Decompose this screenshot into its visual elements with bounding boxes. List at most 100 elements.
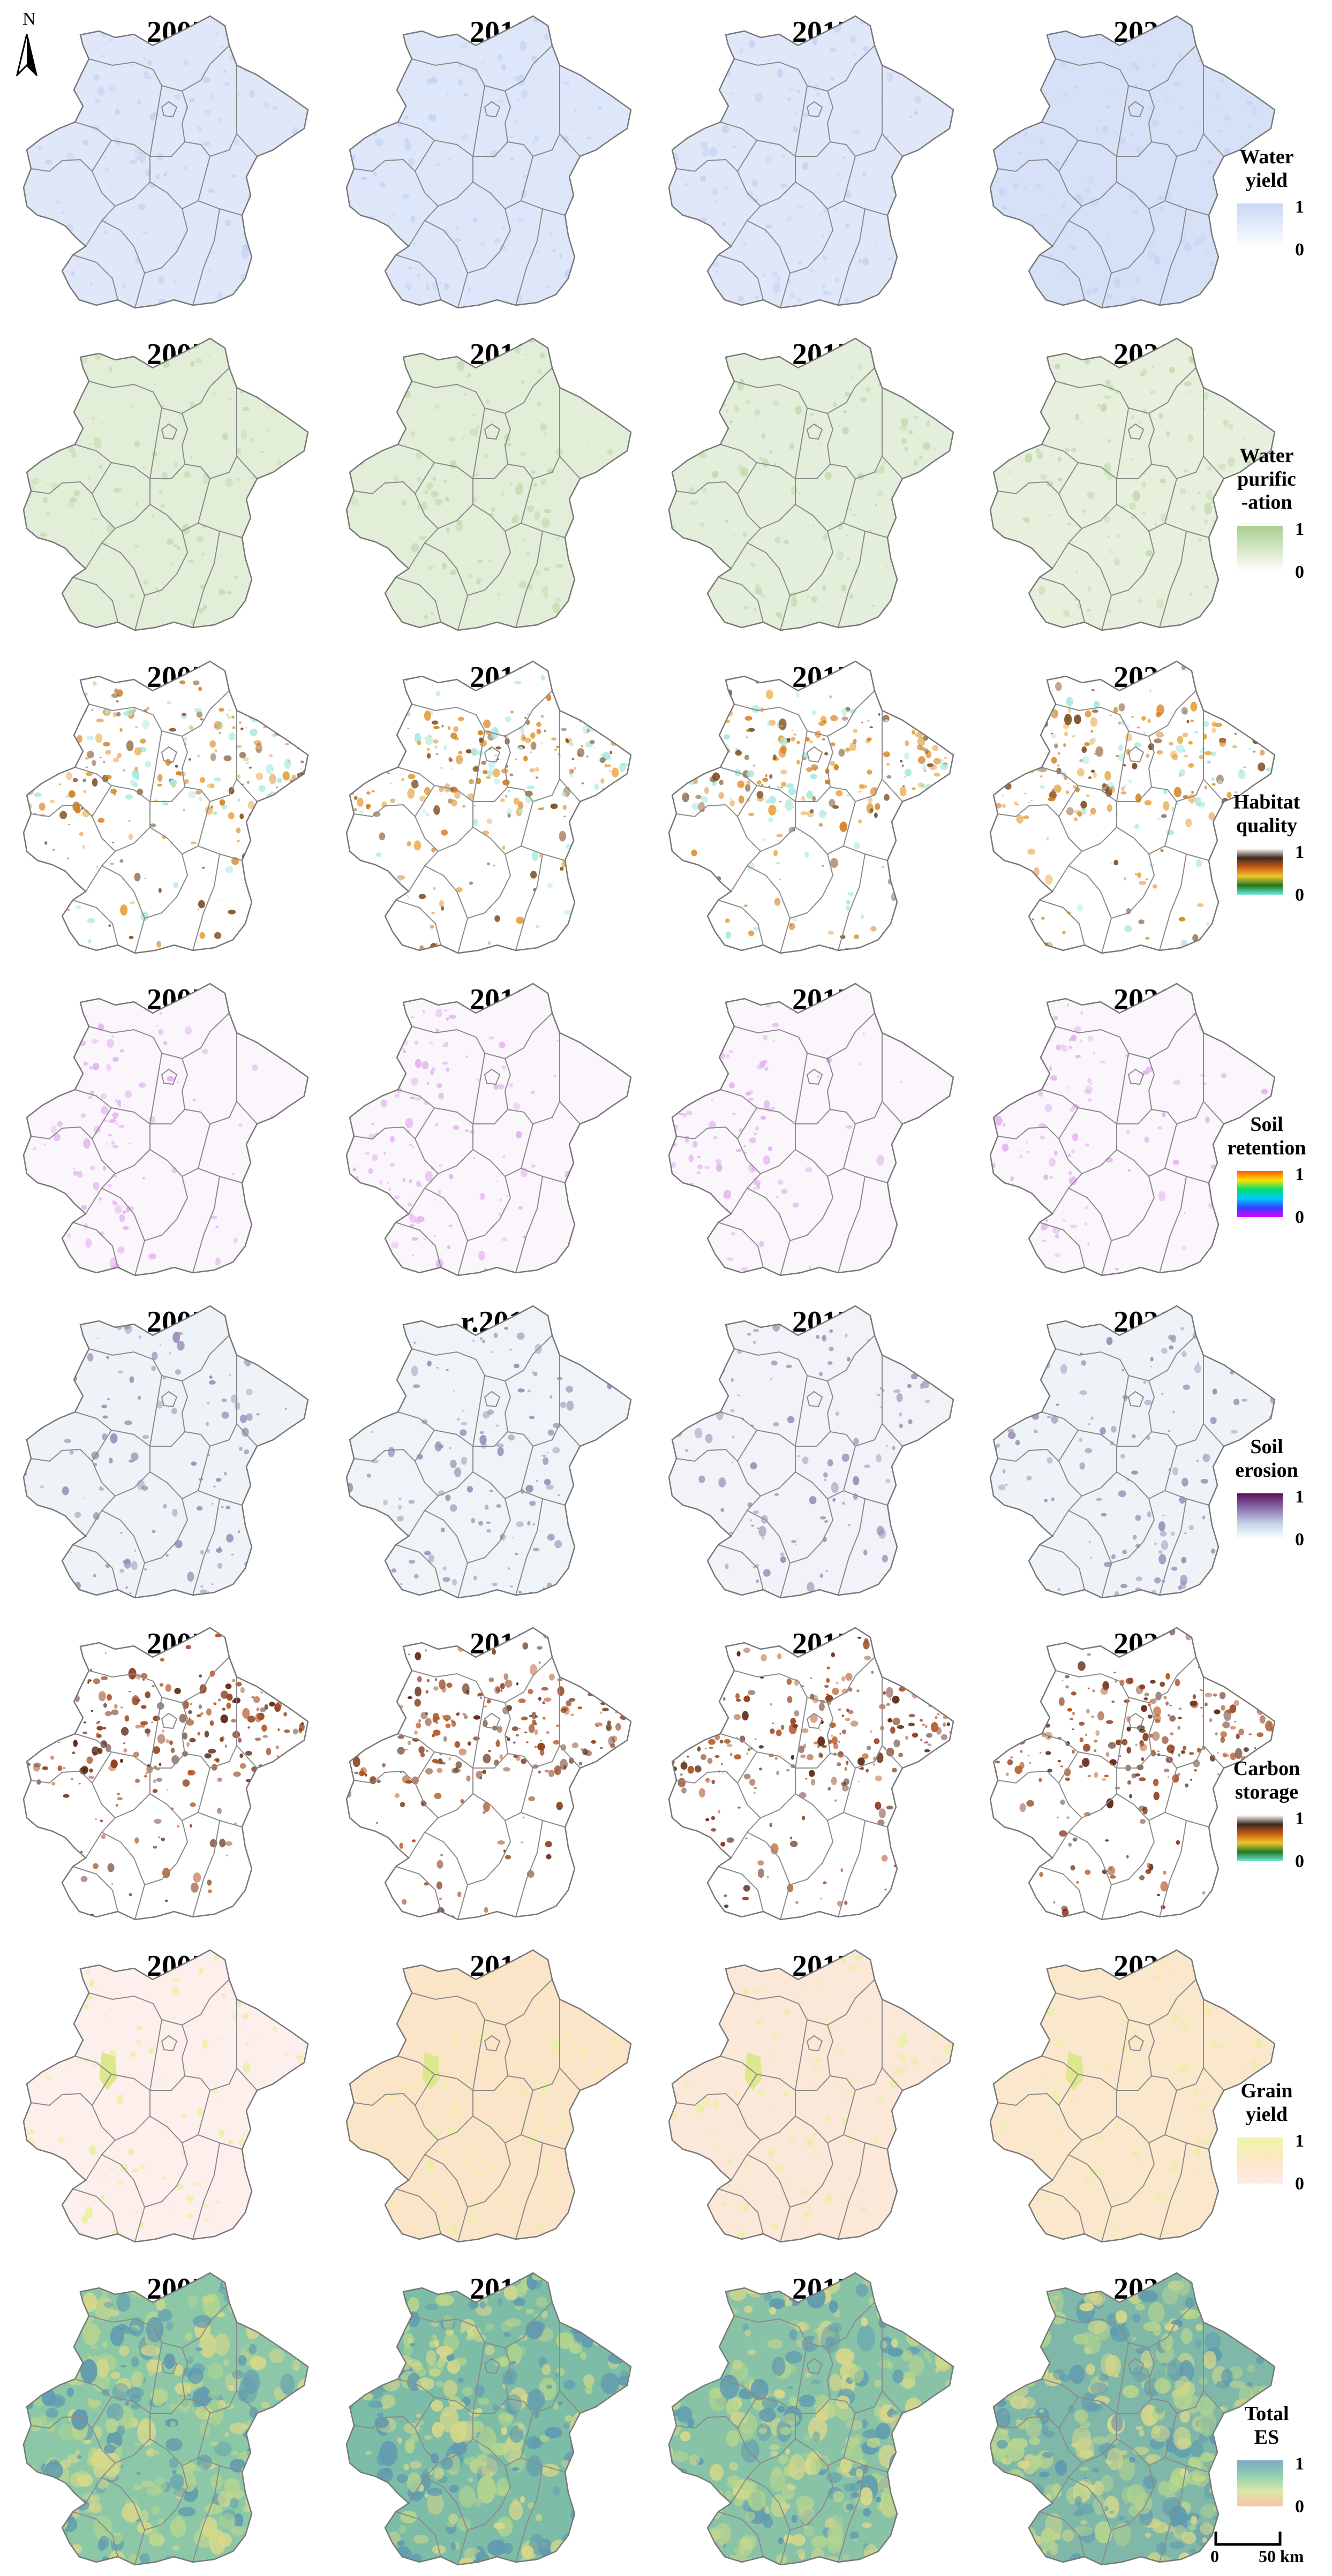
soil-retention-map-2020: [988, 983, 1277, 1276]
water-yield-map-2005: [21, 15, 311, 309]
soil-retention-map-2005: [21, 983, 311, 1276]
soil-erosion-legend-max: 1: [1295, 1487, 1304, 1507]
soil-erosion-legend-title: Soil erosion: [1205, 1436, 1328, 1482]
total-es-map-2015: [667, 2272, 956, 2566]
water-purification-legend-title-line: Water: [1239, 444, 1294, 467]
water-purification-map-2015: [667, 337, 956, 631]
grain-yield-map-2015: [667, 1949, 956, 2243]
study-area-boundary: [345, 15, 632, 309]
habitat-quality-legend-title-line: quality: [1236, 814, 1298, 837]
study-area-boundary: [345, 1305, 632, 1599]
study-area-boundary: [345, 983, 632, 1276]
soil-erosion-legend-title-line: Soil: [1250, 1436, 1283, 1458]
water-yield-legend-title-line: yield: [1245, 169, 1288, 192]
grain-yield-map-2020: [988, 1949, 1277, 2243]
study-area-boundary: [22, 2272, 309, 2566]
study-area-boundary: [989, 1305, 1276, 1599]
soil-erosion-map-2015: [667, 1305, 956, 1599]
water-purification-map-2020: [988, 337, 1277, 631]
water-yield-legend-title: Water yield: [1205, 146, 1328, 192]
study-area-boundary: [22, 1627, 309, 1921]
scale-bar-label-end: 50 km: [1259, 2547, 1304, 2566]
soil-erosion-legend-title-line: erosion: [1235, 1459, 1298, 1482]
grain-yield-legend-title-line: Grain: [1240, 2080, 1293, 2102]
habitat-quality-map-2010: [344, 660, 634, 954]
study-area-boundary: [989, 660, 1276, 954]
water-yield-legend-min: 0: [1295, 240, 1304, 260]
grain-yield-legend-title: Grain yield: [1205, 2080, 1328, 2126]
total-es-map-2020: [988, 2272, 1277, 2566]
carbon-storage-legend-colorbar: [1237, 1815, 1283, 1861]
water-purification-map-2005: [21, 337, 311, 631]
study-area-boundary: [668, 337, 954, 631]
study-area-boundary: [989, 337, 1276, 631]
carbon-storage-map-2005: [21, 1627, 311, 1921]
study-area-boundary: [668, 1949, 954, 2243]
study-area-boundary: [668, 983, 954, 1276]
grain-yield-legend-title-line: yield: [1245, 2103, 1288, 2126]
water-yield-legend-title-line: Water: [1239, 146, 1294, 168]
soil-erosion-map-r.2010: [344, 1305, 634, 1599]
soil-retention-legend-min: 0: [1295, 1207, 1304, 1227]
study-area-boundary: [345, 660, 632, 954]
study-area-boundary: [989, 15, 1276, 309]
water-purification-legend-title-line: purific: [1237, 467, 1296, 490]
study-area-boundary: [989, 2272, 1276, 2566]
water-purification-legend-title-line: -ation: [1241, 491, 1292, 514]
habitat-quality-legend-title: Habitat quality: [1205, 791, 1328, 837]
total-es-legend-title-line: ES: [1254, 2426, 1280, 2449]
water-purification-legend-min: 0: [1295, 562, 1304, 582]
study-area-boundary: [22, 1949, 309, 2243]
water-purification-legend-max: 1: [1295, 519, 1304, 539]
study-area-boundary: [668, 1627, 954, 1921]
habitat-quality-map-2005: [21, 660, 311, 954]
study-area-boundary: [668, 15, 954, 309]
study-area-boundary: [22, 15, 309, 309]
grain-yield-map-2010: [344, 1949, 634, 2243]
study-area-boundary: [668, 2272, 954, 2566]
soil-erosion-legend-min: 0: [1295, 1530, 1304, 1550]
total-es-legend-min: 0: [1295, 2497, 1304, 2517]
water-purification-legend-title: Water purific -ation: [1205, 444, 1328, 515]
carbon-storage-legend-min: 0: [1295, 1852, 1304, 1871]
scale-bar: 0 50 km: [1205, 2523, 1328, 2571]
total-es-map-2005: [21, 2272, 311, 2566]
habitat-quality-legend-min: 0: [1295, 885, 1304, 905]
carbon-storage-map-2010: [344, 1627, 634, 1921]
study-area-boundary: [22, 983, 309, 1276]
grain-yield-legend-max: 1: [1295, 2131, 1304, 2151]
grain-yield-legend-min: 0: [1295, 2174, 1304, 2194]
carbon-storage-legend-title: Carbon storage: [1205, 1757, 1328, 1804]
water-yield-legend-max: 1: [1295, 197, 1304, 217]
north-label: N: [22, 9, 36, 29]
water-yield-legend-colorbar: [1237, 203, 1283, 250]
study-area-boundary: [989, 1627, 1276, 1921]
water-yield-map-2015: [667, 15, 956, 309]
habitat-quality-map-2020: [988, 660, 1277, 954]
water-purification-legend-colorbar: [1237, 526, 1283, 572]
study-area-boundary: [345, 1627, 632, 1921]
study-area-boundary: [345, 2272, 632, 2566]
grain-yield-map-2005: [21, 1949, 311, 2243]
study-area-boundary: [22, 1305, 309, 1599]
habitat-quality-legend-max: 1: [1295, 842, 1304, 862]
study-area-boundary: [668, 1305, 954, 1599]
soil-retention-legend-colorbar: [1237, 1171, 1283, 1217]
soil-erosion-map-2005: [21, 1305, 311, 1599]
study-area-boundary: [989, 983, 1276, 1276]
carbon-storage-legend-max: 1: [1295, 1809, 1304, 1829]
soil-retention-map-2010: [344, 983, 634, 1276]
total-es-map-2010: [344, 2272, 634, 2566]
study-area-boundary: [345, 337, 632, 631]
carbon-storage-legend-title-line: storage: [1235, 1780, 1299, 1803]
water-yield-map-2020: [988, 15, 1277, 309]
habitat-quality-map-2015: [667, 660, 956, 954]
water-purification-map-2010: [344, 337, 634, 631]
study-area-boundary: [345, 1949, 632, 2243]
water-yield-map-2010: [344, 15, 634, 309]
total-es-legend-title: Total ES: [1205, 2403, 1328, 2449]
soil-retention-legend-max: 1: [1295, 1165, 1304, 1184]
north-arrow: N: [11, 6, 43, 78]
carbon-storage-map-2015: [667, 1627, 956, 1921]
soil-erosion-legend-colorbar: [1237, 1493, 1283, 1539]
